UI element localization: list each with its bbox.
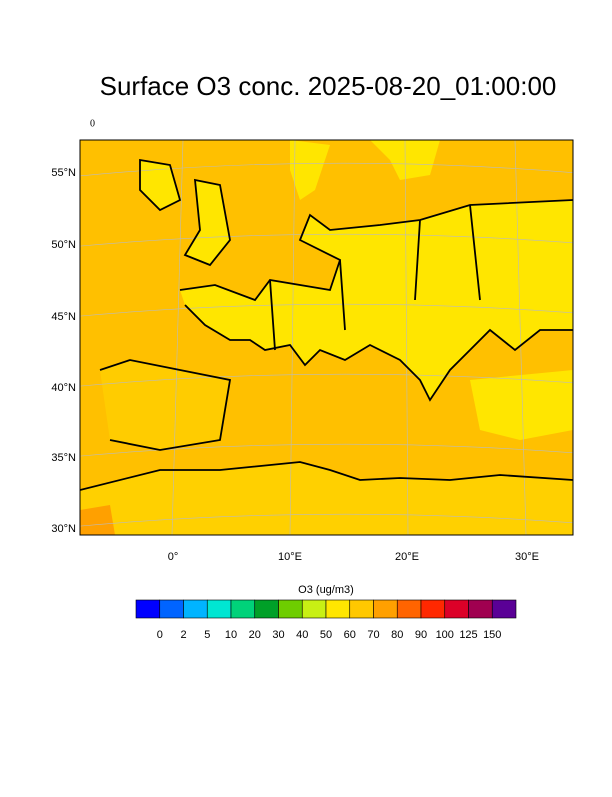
colorbar-tick-label: 100 bbox=[436, 629, 454, 641]
colorbar-swatch bbox=[373, 599, 398, 619]
colorbar: 0 2 5 10 20 30 40 50 60 70 80 90 100 125 150 bbox=[135, 599, 517, 641]
lon-label: 30°E bbox=[515, 551, 539, 563]
colorbar-tick-label: 10 bbox=[225, 629, 237, 641]
lon-labels: 0° 10°E 20°E 30°E bbox=[168, 551, 539, 563]
colorbar-swatch bbox=[491, 599, 517, 619]
lat-labels: 55°N 50°N 45°N 40°N 35°N 30°N bbox=[51, 167, 76, 535]
subtitle: 0 bbox=[90, 118, 95, 129]
colorbar-swatch bbox=[159, 599, 184, 619]
colorbar-label: O3 (ug/m3) bbox=[298, 584, 354, 596]
colorbar-swatch bbox=[420, 599, 446, 619]
map bbox=[80, 140, 573, 535]
lat-label: 35°N bbox=[51, 452, 76, 464]
colorbar-tick-label: 20 bbox=[249, 629, 261, 641]
colorbar-swatch bbox=[468, 599, 493, 619]
colorbar-tick-label: 30 bbox=[272, 629, 284, 641]
colorbar-tick-label: 80 bbox=[391, 629, 403, 641]
colorbar-swatch bbox=[396, 599, 422, 619]
colorbar-tick-label: 150 bbox=[483, 629, 501, 641]
lat-label: 40°N bbox=[51, 382, 76, 394]
colorbar-tick-label: 60 bbox=[344, 629, 356, 641]
colorbar-swatch bbox=[254, 599, 279, 619]
map-frame bbox=[79, 139, 574, 536]
lat-label: 55°N bbox=[51, 167, 76, 179]
colorbar-swatch bbox=[301, 599, 327, 619]
lat-label: 45°N bbox=[51, 311, 76, 323]
colorbar-tick-label: 5 bbox=[204, 629, 210, 641]
colorbar-tick-label: 50 bbox=[320, 629, 332, 641]
colorbar-tick-label: 125 bbox=[459, 629, 477, 641]
lat-label: 50°N bbox=[51, 239, 76, 251]
lat-label: 30°N bbox=[51, 523, 76, 535]
colorbar-tick-label: 90 bbox=[415, 629, 427, 641]
colorbar-swatch bbox=[278, 599, 303, 619]
colorbar-swatch bbox=[230, 599, 256, 619]
colorbar-tick-label: 40 bbox=[296, 629, 308, 641]
title: Surface O3 conc. 2025-08-20_01:00:00 bbox=[100, 71, 557, 101]
colorbar-tick-label: 2 bbox=[180, 629, 186, 641]
colorbar-tick-label: 0 bbox=[157, 629, 163, 641]
colorbar-swatch bbox=[135, 599, 161, 619]
colorbar-swatch bbox=[349, 599, 374, 619]
lon-label: 0° bbox=[168, 551, 179, 563]
colorbar-swatch bbox=[183, 599, 208, 619]
lon-label: 10°E bbox=[278, 551, 302, 563]
colorbar-swatch bbox=[325, 599, 351, 619]
colorbar-swatch bbox=[444, 599, 469, 619]
colorbar-tick-label: 70 bbox=[367, 629, 379, 641]
colorbar-swatch bbox=[206, 599, 232, 619]
lon-label: 20°E bbox=[395, 551, 419, 563]
